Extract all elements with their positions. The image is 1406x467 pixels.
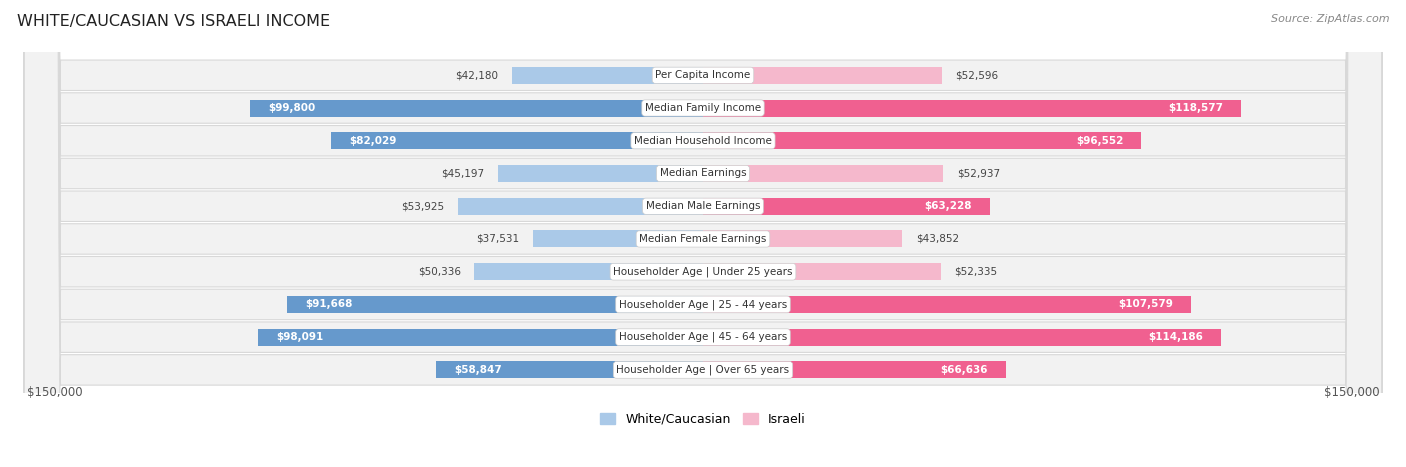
Text: $150,000: $150,000 [1324, 386, 1379, 399]
Bar [257, 329, 703, 346]
Text: Median Earnings: Median Earnings [659, 169, 747, 178]
Bar [703, 198, 990, 215]
Bar [703, 99, 1241, 117]
Text: $58,847: $58,847 [454, 365, 502, 375]
Text: Median Female Earnings: Median Female Earnings [640, 234, 766, 244]
Text: Median Family Income: Median Family Income [645, 103, 761, 113]
Bar [703, 361, 1005, 378]
Text: $107,579: $107,579 [1118, 299, 1173, 310]
FancyBboxPatch shape [24, 0, 1382, 467]
Text: $52,335: $52,335 [955, 267, 997, 276]
Text: $45,197: $45,197 [441, 169, 484, 178]
FancyBboxPatch shape [24, 0, 1382, 467]
FancyBboxPatch shape [24, 0, 1382, 467]
Text: $82,029: $82,029 [349, 136, 396, 146]
Text: $98,091: $98,091 [276, 332, 323, 342]
Bar [436, 361, 703, 378]
FancyBboxPatch shape [24, 0, 1382, 467]
Bar [250, 99, 703, 117]
Text: Householder Age | 45 - 64 years: Householder Age | 45 - 64 years [619, 332, 787, 342]
Bar [512, 67, 703, 84]
Text: Householder Age | 25 - 44 years: Householder Age | 25 - 44 years [619, 299, 787, 310]
Bar [703, 165, 943, 182]
Text: $91,668: $91,668 [305, 299, 353, 310]
Bar [703, 263, 941, 280]
FancyBboxPatch shape [24, 0, 1382, 467]
Text: $118,577: $118,577 [1168, 103, 1223, 113]
Bar [498, 165, 703, 182]
Bar [703, 132, 1142, 149]
Text: $52,596: $52,596 [956, 70, 998, 80]
Text: $96,552: $96,552 [1076, 136, 1123, 146]
Bar [533, 230, 703, 248]
Text: $43,852: $43,852 [915, 234, 959, 244]
Text: $50,336: $50,336 [418, 267, 461, 276]
FancyBboxPatch shape [24, 0, 1382, 467]
FancyBboxPatch shape [24, 0, 1382, 467]
Text: $42,180: $42,180 [456, 70, 498, 80]
Text: $53,925: $53,925 [402, 201, 444, 211]
Bar [330, 132, 703, 149]
Bar [703, 67, 942, 84]
Text: $150,000: $150,000 [27, 386, 82, 399]
Bar [458, 198, 703, 215]
Text: $99,800: $99,800 [269, 103, 315, 113]
Bar [703, 296, 1191, 313]
Text: $52,937: $52,937 [957, 169, 1000, 178]
Text: $63,228: $63,228 [924, 201, 972, 211]
FancyBboxPatch shape [24, 0, 1382, 467]
Text: Median Male Earnings: Median Male Earnings [645, 201, 761, 211]
Text: Source: ZipAtlas.com: Source: ZipAtlas.com [1271, 14, 1389, 24]
Text: $114,186: $114,186 [1149, 332, 1204, 342]
Legend: White/Caucasian, Israeli: White/Caucasian, Israeli [595, 408, 811, 431]
FancyBboxPatch shape [24, 0, 1382, 467]
Text: WHITE/CAUCASIAN VS ISRAELI INCOME: WHITE/CAUCASIAN VS ISRAELI INCOME [17, 14, 330, 29]
Bar [474, 263, 703, 280]
FancyBboxPatch shape [24, 0, 1382, 467]
Bar [287, 296, 703, 313]
Text: $37,531: $37,531 [475, 234, 519, 244]
Text: Median Household Income: Median Household Income [634, 136, 772, 146]
Text: Per Capita Income: Per Capita Income [655, 70, 751, 80]
Bar [703, 329, 1222, 346]
Text: $66,636: $66,636 [939, 365, 987, 375]
Text: Householder Age | Under 25 years: Householder Age | Under 25 years [613, 267, 793, 277]
Bar [703, 230, 903, 248]
Text: Householder Age | Over 65 years: Householder Age | Over 65 years [616, 365, 790, 375]
